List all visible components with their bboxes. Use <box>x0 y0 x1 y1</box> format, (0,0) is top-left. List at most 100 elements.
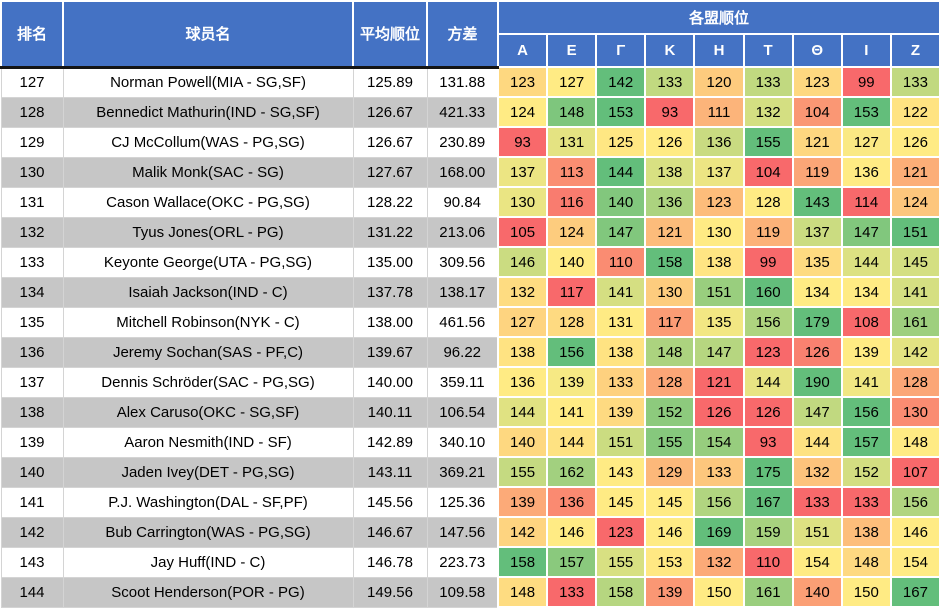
league-rank-cell: 167 <box>889 576 941 608</box>
league-rank-cell: 134 <box>791 276 843 308</box>
league-rank-cell: 138 <box>840 516 892 548</box>
avg-rank-cell: 126.67 <box>352 96 428 128</box>
player-cell: Jeremy Sochan(SAS - PF,C) <box>62 336 354 368</box>
league-rank-cell: 99 <box>742 246 794 278</box>
variance-cell: 109.58 <box>426 576 499 608</box>
league-rank-cell: 107 <box>889 456 941 488</box>
league-rank-cell: 152 <box>644 396 696 428</box>
player-cell: Isaiah Jackson(IND - C) <box>62 276 354 308</box>
league-rank-cell: 140 <box>496 426 549 458</box>
league-rank-cell: 140 <box>791 576 843 608</box>
league-column-header: Τ <box>742 33 794 68</box>
variance-column-header: 方差 <box>426 0 499 69</box>
league-rank-cell: 175 <box>742 456 794 488</box>
variance-cell: 421.33 <box>426 96 499 128</box>
league-rank-cell: 158 <box>644 246 696 278</box>
league-rank-cell: 136 <box>840 156 892 188</box>
header-row-top: 排名 球员名 平均顺位 方差 各盟顺位 <box>0 0 941 69</box>
league-rank-cell: 139 <box>840 336 892 368</box>
league-rank-cell: 131 <box>546 126 598 158</box>
league-rank-cell: 130 <box>496 186 549 218</box>
league-rank-cell: 124 <box>546 216 598 248</box>
variance-cell: 359.11 <box>426 366 499 398</box>
table-row: 133 Keyonte George(UTA - PG,SG) 135.00 309.… <box>0 246 941 278</box>
league-group-header: 各盟顺位 <box>497 0 941 35</box>
league-column-header: Α <box>496 33 549 68</box>
player-cell: Bub Carrington(WAS - PG,SG) <box>62 516 354 548</box>
league-rank-cell: 136 <box>546 486 598 518</box>
league-rank-cell: 138 <box>496 336 549 368</box>
league-rank-cell: 123 <box>791 66 843 98</box>
league-rank-cell: 126 <box>742 396 794 428</box>
league-rank-cell: 179 <box>791 306 843 338</box>
league-rank-cell: 154 <box>693 426 745 458</box>
league-rank-cell: 108 <box>840 306 892 338</box>
league-rank-cell: 156 <box>546 336 598 368</box>
table-row: 131 Cason Wallace(OKC - PG,SG) 128.22 90.84… <box>0 186 941 218</box>
league-rank-cell: 139 <box>496 486 549 518</box>
table-row: 144 Scoot Henderson(POR - PG) 149.56 109.58… <box>0 576 941 608</box>
rank-cell: 136 <box>0 336 64 368</box>
variance-cell: 106.54 <box>426 396 499 428</box>
league-rank-cell: 119 <box>791 156 843 188</box>
table-row: 132 Tyus Jones(ORL - PG) 131.22 213.06 105 12… <box>0 216 941 248</box>
league-rank-cell: 124 <box>889 186 941 218</box>
league-rank-cell: 117 <box>546 276 598 308</box>
league-rank-cell: 160 <box>742 276 794 308</box>
league-rank-cell: 130 <box>889 396 941 428</box>
variance-cell: 131.88 <box>426 66 499 98</box>
league-rank-cell: 93 <box>644 96 696 128</box>
league-rank-cell: 144 <box>742 366 794 398</box>
table-row: 141 P.J. Washington(DAL - SF,PF) 145.56 125… <box>0 486 941 518</box>
league-rank-cell: 155 <box>496 456 549 488</box>
player-cell: Aaron Nesmith(IND - SF) <box>62 426 354 458</box>
avg-rank-cell: 131.22 <box>352 216 428 248</box>
league-rank-cell: 132 <box>693 546 745 578</box>
league-rank-cell: 158 <box>496 546 549 578</box>
league-rank-cell: 135 <box>791 246 843 278</box>
league-rank-cell: 117 <box>644 306 696 338</box>
rank-cell: 135 <box>0 306 64 338</box>
league-rank-cell: 110 <box>742 546 794 578</box>
league-rank-cell: 140 <box>595 186 647 218</box>
league-rank-cell: 161 <box>742 576 794 608</box>
player-cell: Malik Monk(SAC - SG) <box>62 156 354 188</box>
league-rank-cell: 139 <box>546 366 598 398</box>
league-rank-cell: 133 <box>889 66 941 98</box>
league-rank-cell: 137 <box>791 216 843 248</box>
league-rank-cell: 139 <box>595 396 647 428</box>
league-rank-cell: 146 <box>546 516 598 548</box>
variance-cell: 309.56 <box>426 246 499 278</box>
league-rank-cell: 143 <box>791 186 843 218</box>
avg-rank-cell: 135.00 <box>352 246 428 278</box>
league-rank-cell: 148 <box>889 426 941 458</box>
league-column-header: Γ <box>595 33 647 68</box>
avg-rank-cell: 127.67 <box>352 156 428 188</box>
league-rank-cell: 116 <box>546 186 598 218</box>
league-rank-cell: 152 <box>840 456 892 488</box>
league-rank-cell: 121 <box>791 126 843 158</box>
league-rank-cell: 145 <box>644 486 696 518</box>
league-rank-cell: 144 <box>595 156 647 188</box>
player-column-header: 球员名 <box>62 0 354 69</box>
league-rank-cell: 121 <box>644 216 696 248</box>
league-rank-cell: 104 <box>742 156 794 188</box>
league-rank-cell: 154 <box>791 546 843 578</box>
league-rank-cell: 104 <box>791 96 843 128</box>
league-rank-cell: 157 <box>840 426 892 458</box>
league-rank-cell: 133 <box>644 66 696 98</box>
league-column-header: Θ <box>791 33 843 68</box>
player-cell: Cason Wallace(OKC - PG,SG) <box>62 186 354 218</box>
league-rank-cell: 125 <box>595 126 647 158</box>
league-rank-cell: 144 <box>791 426 843 458</box>
league-rank-cell: 113 <box>546 156 598 188</box>
variance-cell: 138.17 <box>426 276 499 308</box>
league-rank-cell: 141 <box>595 276 647 308</box>
league-rank-cell: 153 <box>595 96 647 128</box>
league-rank-cell: 130 <box>644 276 696 308</box>
league-rank-cell: 145 <box>889 246 941 278</box>
rank-cell: 139 <box>0 426 64 458</box>
avg-rank-cell: 139.67 <box>352 336 428 368</box>
league-rank-cell: 105 <box>496 216 549 248</box>
